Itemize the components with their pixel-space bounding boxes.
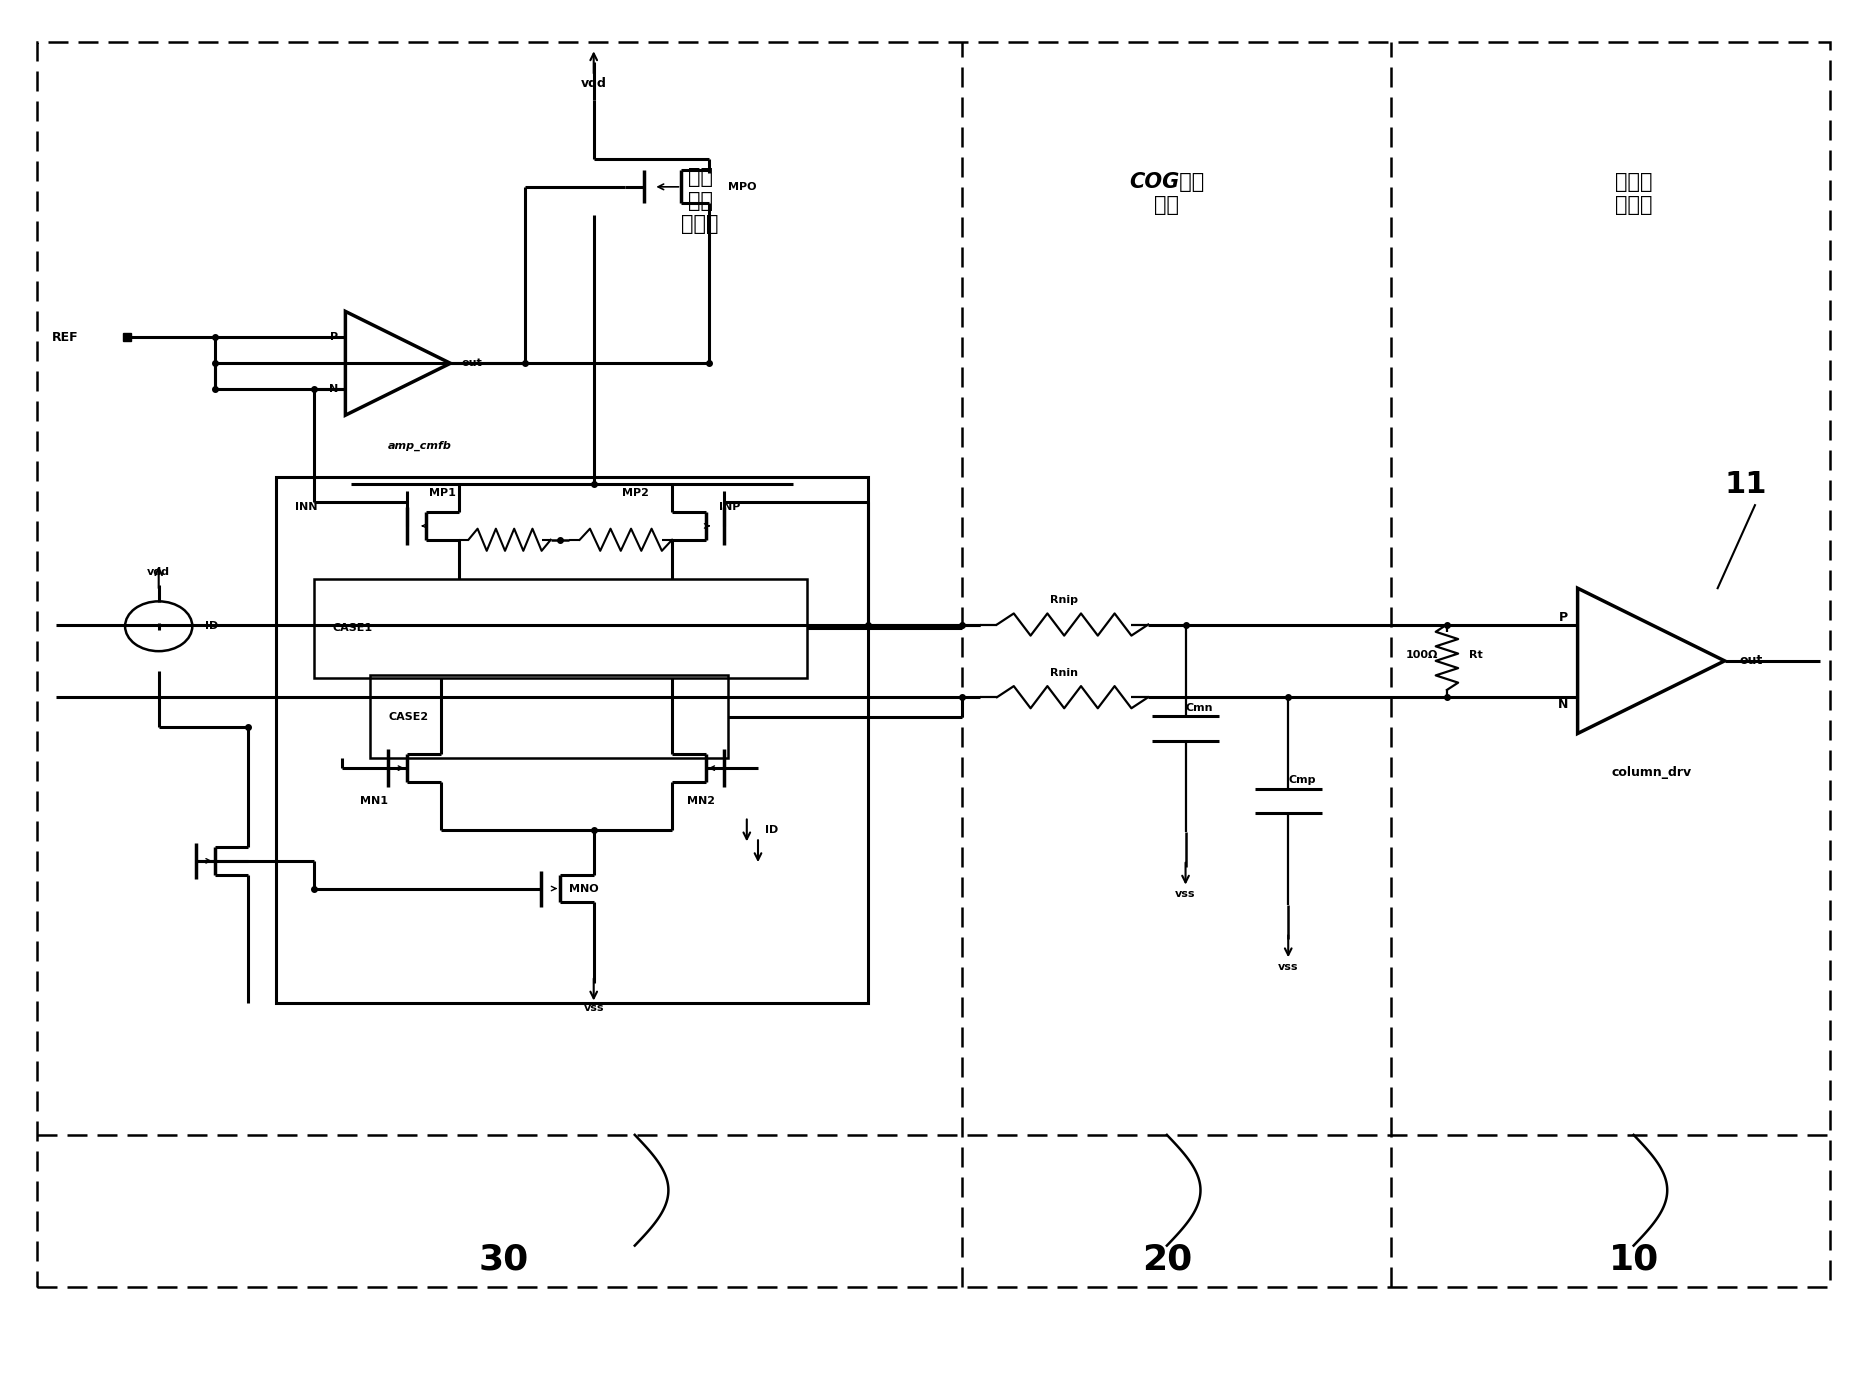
Text: column_drv: column_drv	[1611, 765, 1692, 779]
Text: vdd: vdd	[147, 567, 170, 577]
Text: N: N	[329, 385, 338, 394]
Text: P: P	[1559, 612, 1568, 624]
Bar	[314, 579, 807, 678]
Bar	[370, 675, 728, 758]
Text: P: P	[330, 332, 338, 342]
Text: 30: 30	[480, 1243, 528, 1276]
Text: ID: ID	[205, 621, 218, 631]
Text: 10: 10	[1609, 1243, 1658, 1276]
Text: N: N	[1557, 698, 1568, 710]
Text: INP: INP	[719, 502, 739, 512]
Text: CASE2: CASE2	[388, 711, 428, 722]
Text: MPO: MPO	[728, 181, 756, 192]
Text: Rnip: Rnip	[1051, 595, 1077, 605]
Text: vss: vss	[1176, 890, 1195, 900]
Text: MP2: MP2	[622, 489, 648, 498]
Text: MN2: MN2	[687, 796, 715, 805]
Text: Rnin: Rnin	[1051, 668, 1077, 678]
Text: CASE1: CASE1	[332, 623, 372, 634]
Text: INN: INN	[295, 502, 317, 512]
Text: MN1: MN1	[360, 796, 388, 805]
Text: REF: REF	[52, 331, 78, 343]
Text: vdd: vdd	[581, 78, 607, 90]
Text: out: out	[1740, 655, 1762, 667]
Text: vss: vss	[584, 1003, 603, 1013]
Text: vss: vss	[1279, 962, 1298, 972]
Bar	[276, 477, 868, 1003]
Text: Cmn: Cmn	[1186, 703, 1214, 713]
Text: Rt: Rt	[1469, 650, 1482, 660]
Text: ID: ID	[765, 825, 779, 836]
Text: 11: 11	[1725, 471, 1766, 498]
Text: MP1: MP1	[429, 489, 456, 498]
Bar	[37, 42, 1830, 1287]
Text: amp_cmfb: amp_cmfb	[388, 440, 452, 451]
Text: 列驱动
接收器: 列驱动 接收器	[1615, 172, 1652, 216]
Text: out: out	[461, 358, 482, 368]
Text: 时序
控制
发送器: 时序 控制 发送器	[681, 167, 719, 234]
Text: 20: 20	[1143, 1243, 1191, 1276]
Text: 100Ω: 100Ω	[1406, 650, 1438, 660]
Text: Cmp: Cmp	[1288, 775, 1316, 785]
Text: MNO: MNO	[569, 883, 599, 894]
Text: COG面板
负载: COG面板 负载	[1130, 172, 1204, 216]
